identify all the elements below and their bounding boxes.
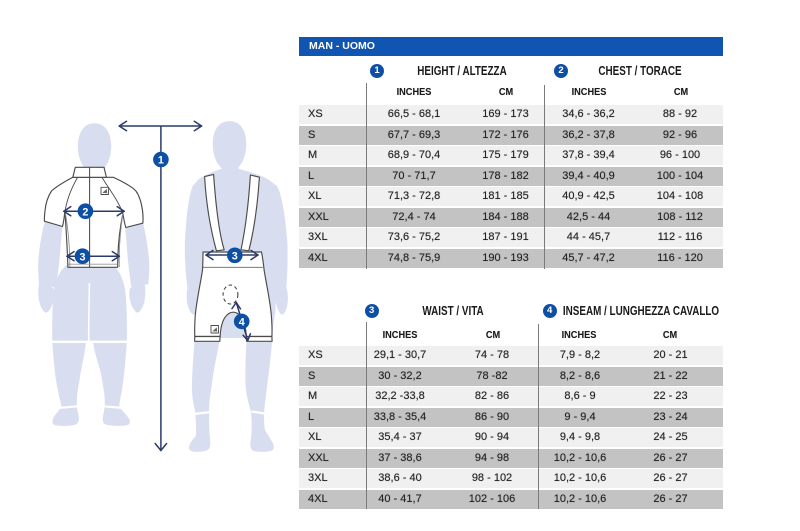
svg-text:1: 1 [158,155,164,167]
svg-text:3: 3 [79,251,85,263]
svg-text:2: 2 [82,206,88,218]
svg-text:3: 3 [232,250,238,262]
svg-text:4: 4 [239,317,245,329]
